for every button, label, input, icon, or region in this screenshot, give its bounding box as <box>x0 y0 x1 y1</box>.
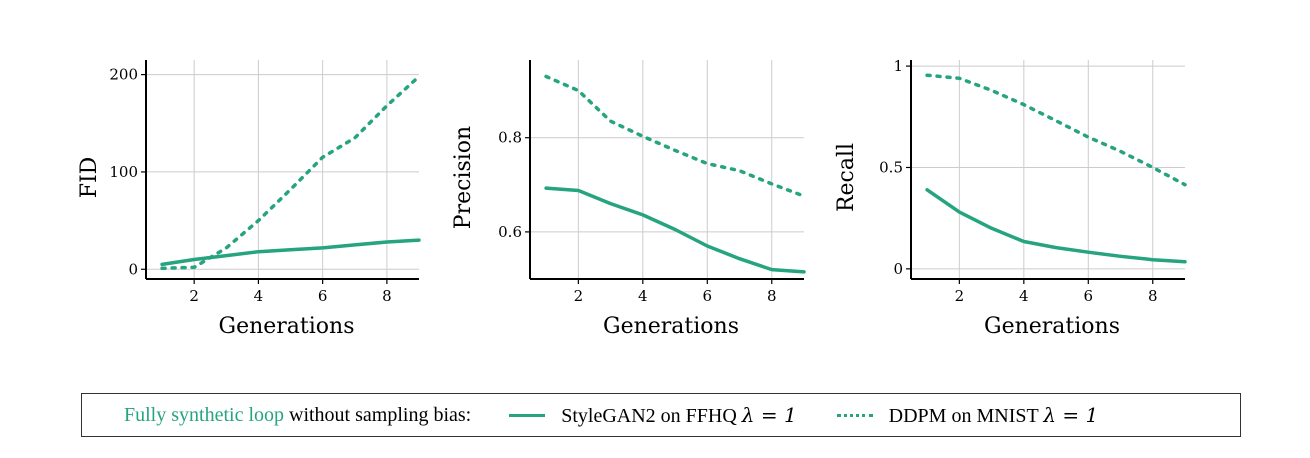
legend-label-stylegan2-lambda: λ = 1 <box>741 402 797 427</box>
recall-series-dotted-line <box>925 73 1187 187</box>
legend-label-stylegan2: StyleGAN2 on FFHQ λ = 1 <box>561 403 796 428</box>
recall-x-tick-label: 4 <box>1019 287 1029 305</box>
fid-series-solid-line <box>160 238 421 267</box>
recall-x-axis-label: Generations <box>984 314 1120 339</box>
fid-series-dotted-line <box>160 74 421 271</box>
legend-label-ddpm-text: DDPM on MNIST <box>888 404 1039 427</box>
precision-x-tick-label: 6 <box>703 287 713 305</box>
precision-series-dotted-line <box>544 74 806 198</box>
recall-y-tick-label: 0.5 <box>879 158 903 176</box>
fid-x-tick-label: 4 <box>254 287 264 305</box>
legend-title-rest: without sampling bias: <box>289 403 472 426</box>
fid-x-axis-label: Generations <box>219 314 355 339</box>
legend-title-accent: Fully synthetic loop <box>124 403 284 426</box>
precision-y-axis-label: Precision <box>451 126 476 229</box>
precision-x-axis-label: Generations <box>603 314 739 339</box>
legend-item-ddpm: DDPM on MNIST λ = 1 <box>836 403 1099 428</box>
precision-series-solid-line <box>544 186 806 274</box>
recall-x-tick-label: 8 <box>1148 287 1158 305</box>
fid-chart: 2 4 6 8 0 100 200 Generations FID <box>77 60 421 339</box>
recall-chart: 2 4 6 8 0 0.5 1 Generations Recall <box>834 57 1187 339</box>
recall-x-tick-label: 2 <box>955 287 965 305</box>
legend-label-ddpm-lambda: λ = 1 <box>1043 402 1099 427</box>
legend-item-stylegan2: StyleGAN2 on FFHQ λ = 1 <box>509 403 797 428</box>
fid-y-axis-label: FID <box>77 157 102 199</box>
recall-y-tick-label: 1 <box>893 57 903 75</box>
fid-x-tick-label: 6 <box>318 287 328 305</box>
legend-dotted-line-sample <box>836 413 873 417</box>
legend: Fully synthetic loop without sampling bi… <box>81 393 1241 437</box>
precision-chart: 2 4 6 8 0.6 0.8 Generations Precision <box>451 60 806 339</box>
recall-y-axis-label: Recall <box>834 143 859 212</box>
legend-title: Fully synthetic loop without sampling bi… <box>124 404 471 427</box>
recall-x-tick-label: 6 <box>1084 287 1094 305</box>
legend-label-stylegan2-text: StyleGAN2 on FFHQ <box>561 404 737 427</box>
fid-y-tick-label: 100 <box>109 163 138 181</box>
precision-y-tick-label: 0.8 <box>498 129 522 147</box>
fid-y-tick-label: 200 <box>109 66 138 84</box>
precision-x-tick-label: 8 <box>767 287 777 305</box>
recall-series-solid-line <box>925 188 1187 264</box>
fid-x-tick-label: 2 <box>189 287 199 305</box>
precision-x-tick-label: 2 <box>574 287 584 305</box>
fid-x-tick-label: 8 <box>382 287 392 305</box>
fid-y-tick-label: 0 <box>128 260 138 278</box>
legend-solid-line-sample <box>509 413 546 417</box>
legend-label-ddpm: DDPM on MNIST λ = 1 <box>889 403 1099 428</box>
precision-x-tick-label: 4 <box>638 287 648 305</box>
recall-y-tick-label: 0 <box>893 260 903 278</box>
precision-y-tick-label: 0.6 <box>498 223 522 241</box>
